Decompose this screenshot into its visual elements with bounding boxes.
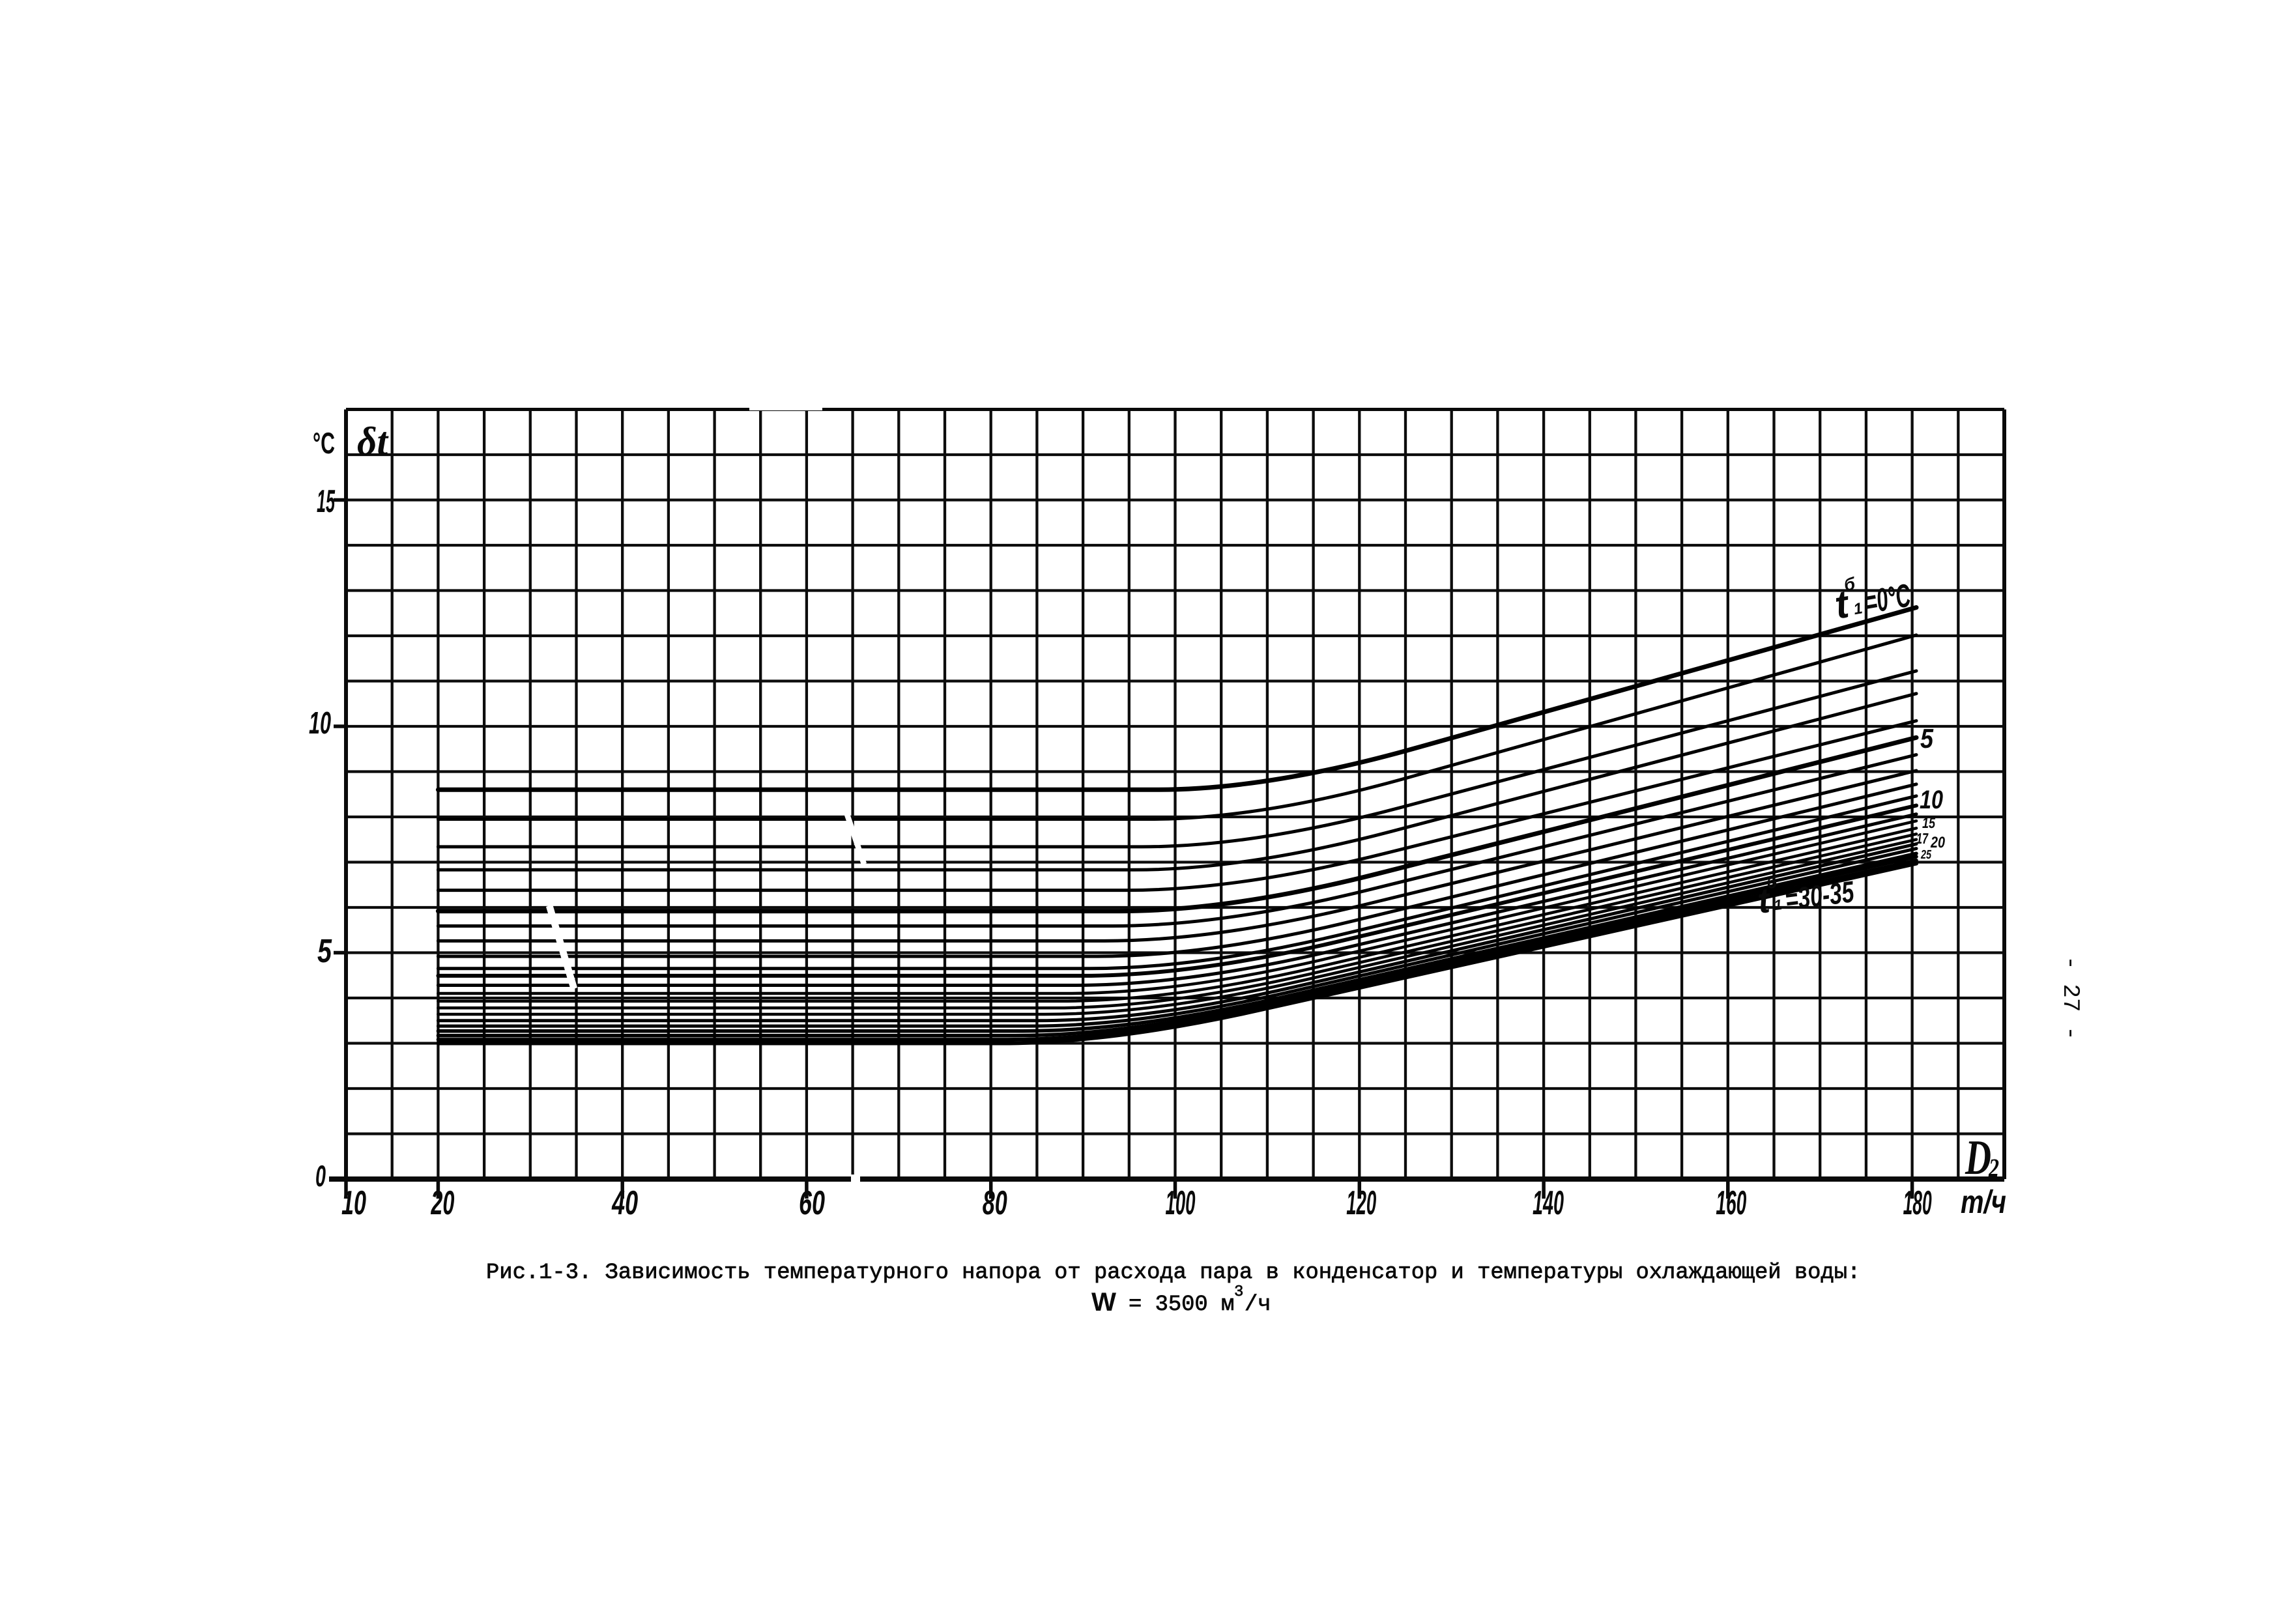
svg-text:=30-35: =30-35 — [1783, 874, 1857, 917]
svg-text:- 27 -: - 27 - — [2057, 956, 2084, 1040]
svg-text:W: W — [1091, 1288, 1116, 1317]
svg-text:1: 1 — [1773, 896, 1783, 913]
svg-text:б: б — [1766, 873, 1779, 892]
svg-text:3: 3 — [1234, 1283, 1243, 1301]
svg-text:40: 40 — [611, 1184, 638, 1222]
svg-text:5: 5 — [1920, 723, 1934, 754]
svg-text:б: б — [1843, 574, 1858, 595]
svg-text:160: 160 — [1716, 1184, 1746, 1222]
svg-text:140: 140 — [1533, 1184, 1564, 1222]
svg-text:1: 1 — [1852, 599, 1864, 618]
svg-text:D: D — [1965, 1130, 1991, 1185]
svg-text:Рис.1-3. Зависимость температу: Рис.1-3. Зависимость температурного напо… — [486, 1261, 1860, 1285]
svg-text:17: 17 — [1916, 830, 1929, 847]
svg-text:100: 100 — [1166, 1184, 1196, 1222]
svg-text:20: 20 — [1930, 834, 1945, 851]
svg-text:δt: δt — [357, 420, 389, 464]
svg-text:10: 10 — [309, 706, 331, 741]
svg-text:20: 20 — [431, 1184, 455, 1222]
svg-text:10: 10 — [341, 1184, 366, 1222]
svg-text:= 3500 м: = 3500 м — [1129, 1292, 1234, 1317]
svg-text:/ч: /ч — [1245, 1292, 1271, 1317]
svg-text:80: 80 — [983, 1184, 1007, 1222]
svg-text:°C: °C — [313, 426, 335, 460]
svg-text:25: 25 — [1920, 848, 1931, 862]
svg-text:15: 15 — [1922, 814, 1936, 831]
svg-text:2: 2 — [1988, 1153, 1999, 1182]
svg-text:10: 10 — [1920, 786, 1943, 814]
svg-text:15: 15 — [317, 484, 335, 519]
svg-text:120: 120 — [1346, 1184, 1376, 1222]
svg-text:0: 0 — [315, 1159, 326, 1193]
svg-text:5: 5 — [317, 932, 332, 969]
svg-text:60: 60 — [799, 1184, 825, 1222]
svg-text:=0°C: =0°C — [1862, 577, 1913, 620]
svg-text:180: 180 — [1903, 1184, 1932, 1222]
svg-text:m/ч: m/ч — [1961, 1184, 2006, 1220]
